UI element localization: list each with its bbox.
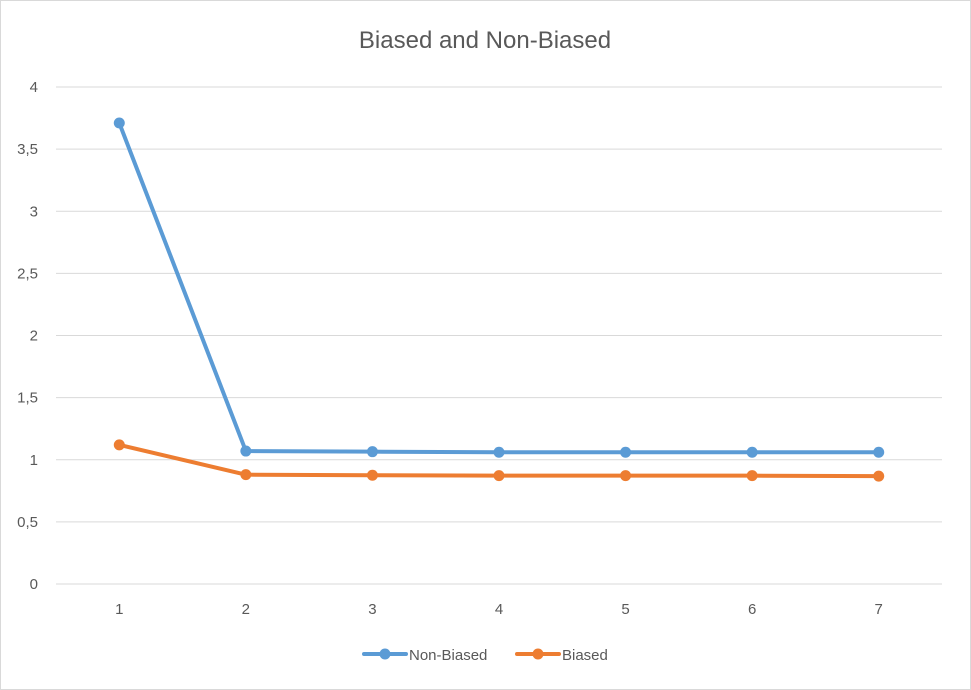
series-line bbox=[117, 121, 881, 455]
x-tick-label: 1 bbox=[115, 601, 123, 618]
legend-label: Non-Biased bbox=[409, 647, 487, 664]
y-tick-label: 3,5 bbox=[17, 141, 38, 158]
x-tick-label: 6 bbox=[748, 601, 756, 618]
y-tick-label: 0 bbox=[30, 576, 38, 593]
legend-label: Biased bbox=[562, 647, 608, 664]
x-tick-label: 2 bbox=[242, 601, 250, 618]
data-point bbox=[873, 470, 885, 482]
x-tick-label: 4 bbox=[495, 601, 503, 618]
series-group bbox=[113, 117, 885, 482]
data-point bbox=[113, 117, 125, 129]
legend: Non-Biased Biased bbox=[362, 647, 608, 664]
legend-item: Non-Biased bbox=[362, 647, 487, 664]
chart-title: Biased and Non-Biased bbox=[359, 27, 611, 54]
data-point bbox=[493, 446, 505, 458]
legend-swatch-marker bbox=[532, 648, 544, 660]
data-point bbox=[620, 446, 632, 458]
y-tick-label: 2 bbox=[30, 328, 38, 345]
data-point bbox=[240, 445, 252, 457]
x-tick-label: 3 bbox=[368, 601, 376, 618]
data-point bbox=[746, 446, 758, 458]
gridlines bbox=[56, 86, 942, 585]
y-tick-label: 2,5 bbox=[17, 265, 38, 282]
series-biased bbox=[113, 439, 885, 482]
data-point bbox=[620, 470, 632, 482]
data-point bbox=[493, 470, 505, 482]
data-point bbox=[746, 470, 758, 482]
series-non-biased bbox=[113, 117, 885, 458]
legend-item: Biased bbox=[515, 647, 608, 664]
y-tick-label: 1,5 bbox=[17, 390, 38, 407]
y-axis-tick-labels: 0 0,5 1 1,5 2 2,5 3 3,5 4 bbox=[17, 79, 38, 593]
data-point bbox=[113, 439, 125, 451]
data-point bbox=[366, 469, 378, 481]
data-point bbox=[240, 469, 252, 481]
legend-swatch-marker bbox=[379, 648, 391, 660]
data-point bbox=[873, 446, 885, 458]
y-tick-label: 1 bbox=[30, 452, 38, 469]
data-point bbox=[366, 446, 378, 458]
y-tick-label: 3 bbox=[30, 203, 38, 220]
y-tick-label: 0,5 bbox=[17, 514, 38, 531]
x-tick-label: 7 bbox=[875, 601, 883, 618]
y-tick-label: 4 bbox=[30, 79, 38, 96]
x-tick-label: 5 bbox=[621, 601, 629, 618]
x-axis-tick-labels: 1 2 3 4 5 6 7 bbox=[115, 601, 883, 618]
